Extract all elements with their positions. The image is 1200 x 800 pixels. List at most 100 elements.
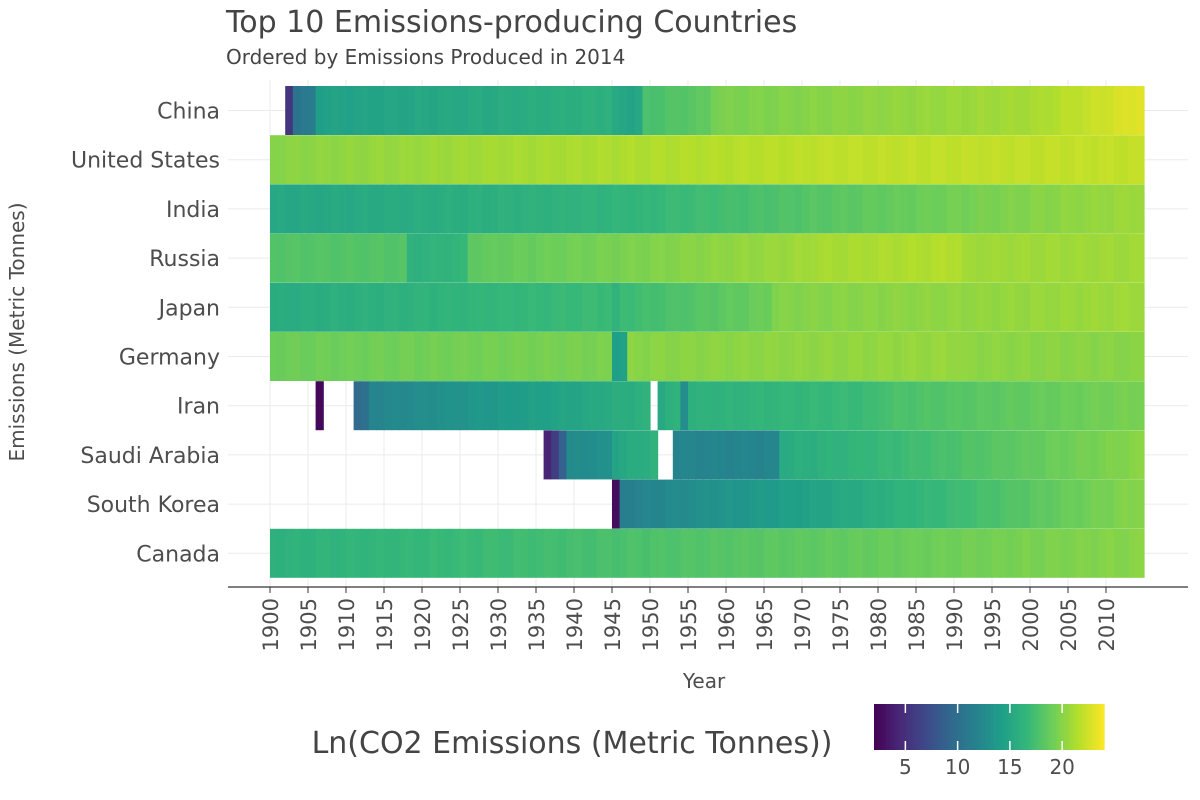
heat-cell xyxy=(1121,381,1130,431)
heat-cell xyxy=(779,184,788,234)
heat-cell xyxy=(756,135,765,185)
heat-cell xyxy=(802,479,811,529)
heat-cell xyxy=(627,233,636,283)
heat-cell xyxy=(794,479,803,529)
heat-cell xyxy=(604,528,613,578)
heat-cell xyxy=(657,135,666,185)
legend-swatch xyxy=(901,704,904,750)
heat-cell xyxy=(718,528,727,578)
heat-cell xyxy=(984,479,993,529)
heat-cell xyxy=(961,430,970,480)
heat-cell xyxy=(1128,528,1137,578)
heat-cell xyxy=(710,184,719,234)
heat-cell xyxy=(1128,479,1137,529)
heat-cell xyxy=(528,233,537,283)
heat-cell xyxy=(786,479,795,529)
heat-cell xyxy=(779,430,788,480)
heat-cell xyxy=(1121,479,1130,529)
heat-cell xyxy=(718,86,727,135)
heat-cell xyxy=(1106,332,1115,381)
heat-cell xyxy=(954,135,963,185)
heat-cell xyxy=(551,332,560,381)
heat-cell xyxy=(1060,381,1069,431)
heat-cell xyxy=(878,528,887,578)
heat-cell xyxy=(672,430,681,480)
heat-cell xyxy=(710,430,719,480)
heat-cell xyxy=(802,381,811,431)
heat-cell xyxy=(969,233,978,283)
heat-cell xyxy=(817,528,826,578)
heat-cell xyxy=(490,233,499,283)
heat-cell xyxy=(748,381,757,431)
heat-cell xyxy=(657,332,666,381)
heat-cell xyxy=(1060,86,1069,135)
heat-cell xyxy=(650,332,659,381)
heat-cell xyxy=(551,184,560,234)
heat-cell xyxy=(923,135,932,185)
heat-cell xyxy=(1068,528,1077,578)
heat-cell xyxy=(878,135,887,185)
heat-cell xyxy=(847,479,856,529)
heat-cell xyxy=(361,381,370,431)
heat-cell xyxy=(498,135,507,185)
heat-cell xyxy=(323,332,332,381)
heat-cell xyxy=(832,233,841,283)
y-tick-label: Canada xyxy=(136,542,220,567)
heat-cell xyxy=(672,332,681,381)
heat-cell xyxy=(1121,528,1130,578)
legend-swatch xyxy=(949,704,952,750)
legend-swatch xyxy=(1020,704,1024,750)
heat-cell xyxy=(308,528,317,578)
heat-cell xyxy=(688,332,697,381)
heat-cell xyxy=(1007,233,1016,283)
heat-cell xyxy=(1030,282,1039,332)
heat-cell xyxy=(429,135,438,185)
heat-cell xyxy=(589,430,598,480)
heat-cell xyxy=(566,528,575,578)
heat-cell xyxy=(809,479,818,529)
heat-cell xyxy=(771,479,780,529)
heat-cell xyxy=(574,135,583,185)
heat-cell xyxy=(969,479,978,529)
heat-cell xyxy=(779,381,788,431)
heat-cell xyxy=(475,332,484,381)
heat-cell xyxy=(718,184,727,234)
heat-cell xyxy=(817,233,826,283)
heat-cell xyxy=(672,86,681,135)
heat-cell xyxy=(642,430,651,480)
heat-cell xyxy=(847,430,856,480)
heat-cell xyxy=(589,86,598,135)
heat-cell xyxy=(444,86,453,135)
heat-cell xyxy=(642,86,651,135)
heat-cell xyxy=(1128,184,1137,234)
heat-cell xyxy=(999,381,1008,431)
heat-cell xyxy=(581,282,590,332)
heat-cell xyxy=(862,184,871,234)
x-tick-label: 1945 xyxy=(601,598,625,651)
heat-cell xyxy=(323,135,332,185)
color-legend: 5 10 15 20 xyxy=(874,704,1105,779)
heat-cell xyxy=(475,184,484,234)
heat-cell xyxy=(900,86,909,135)
heat-cell xyxy=(467,332,476,381)
heat-cell xyxy=(703,381,712,431)
heat-cell xyxy=(277,233,286,283)
heat-cell xyxy=(741,233,750,283)
legend-swatch xyxy=(909,704,913,750)
heat-cell xyxy=(414,86,423,135)
heat-cell xyxy=(1128,332,1137,381)
y-tick-label: China xyxy=(157,100,220,125)
heat-cell xyxy=(414,381,423,431)
heat-cell xyxy=(665,184,674,234)
heat-cell xyxy=(353,528,362,578)
heat-cell xyxy=(748,135,757,185)
heat-cell xyxy=(338,184,347,234)
heat-cell xyxy=(513,233,522,283)
heat-cell xyxy=(1007,86,1016,135)
heat-cell xyxy=(786,332,795,381)
heat-cell xyxy=(581,528,590,578)
heat-cell xyxy=(764,233,773,283)
legend-swatch xyxy=(1055,704,1059,750)
heat-cell xyxy=(1068,282,1077,332)
heat-cell xyxy=(688,479,697,529)
